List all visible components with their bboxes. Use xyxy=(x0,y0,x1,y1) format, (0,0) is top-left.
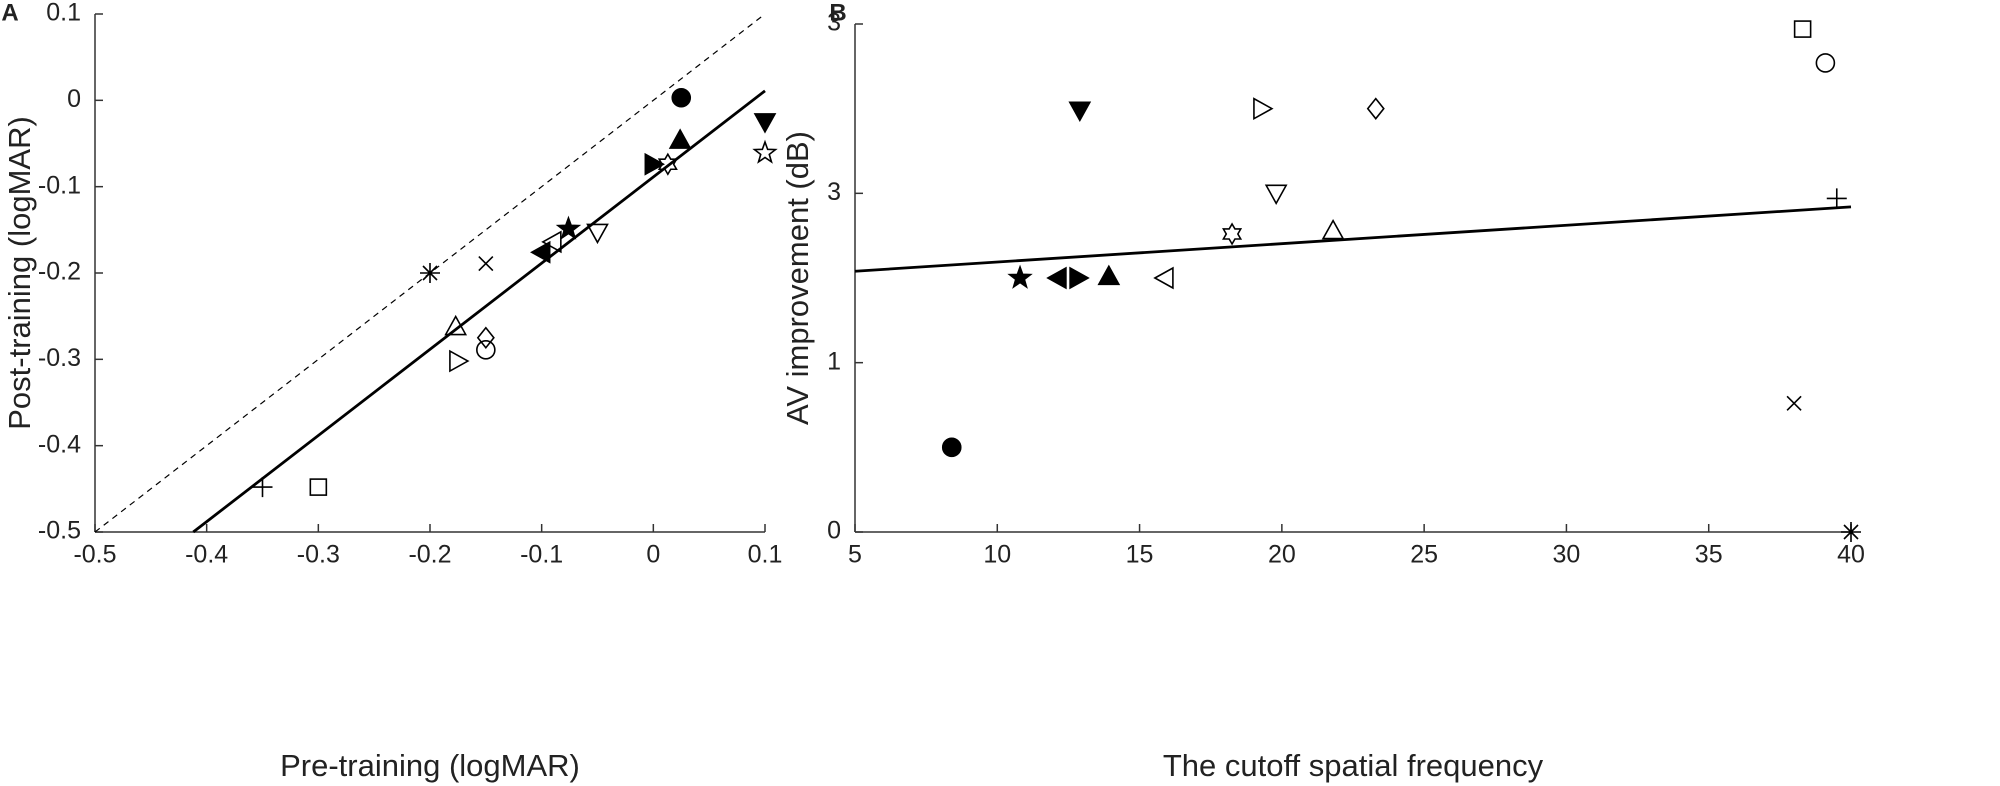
marker xyxy=(1007,264,1033,289)
x-tick-label: -0.1 xyxy=(520,541,563,569)
y-tick-label: 3 xyxy=(827,9,841,37)
y-axis-title: Post-training (logMAR) xyxy=(2,116,37,430)
marker xyxy=(752,139,778,164)
marker xyxy=(449,349,470,373)
marker xyxy=(1826,188,1847,209)
y-tick-label: -0.1 xyxy=(38,171,81,199)
x-tick-label: 40 xyxy=(1837,541,1865,569)
x-tick-label: 35 xyxy=(1695,541,1723,569)
y-tick-label: -0.3 xyxy=(38,344,81,372)
x-tick-label: -0.2 xyxy=(408,541,451,569)
x-tick-label: 0.1 xyxy=(748,541,783,569)
marker xyxy=(753,113,777,134)
marker xyxy=(1793,20,1812,38)
marker xyxy=(1321,218,1345,240)
marker xyxy=(1153,266,1174,290)
x-tick-label: 5 xyxy=(848,541,862,569)
marker xyxy=(1786,395,1802,411)
y-tick-label: -0.5 xyxy=(38,517,81,545)
marker xyxy=(1815,53,1836,73)
y-tick-label: 0.1 xyxy=(46,0,81,27)
panel-label: B xyxy=(829,0,846,26)
marker xyxy=(444,314,468,336)
panel-label: A xyxy=(1,0,18,26)
x-tick-label: 0 xyxy=(646,541,660,569)
marker xyxy=(1046,266,1067,290)
y-tick-label: 3 xyxy=(827,178,841,206)
fit-line xyxy=(192,89,766,534)
marker xyxy=(657,152,678,176)
y-tick-label: 0 xyxy=(67,85,81,113)
marker xyxy=(555,215,582,240)
x-axis-title: The cutoff spatial frequency xyxy=(1163,748,1544,783)
marker xyxy=(941,437,962,458)
marker xyxy=(668,128,692,149)
marker xyxy=(541,230,562,254)
y-axis-title: AV improvement (dB) xyxy=(780,131,815,425)
x-tick-label: -0.5 xyxy=(73,541,116,569)
marker xyxy=(671,87,692,108)
y-tick-label: 1 xyxy=(827,347,841,375)
marker xyxy=(1366,97,1385,120)
marker xyxy=(252,477,273,498)
marker xyxy=(476,326,495,350)
y-tick-label: -0.4 xyxy=(38,430,81,458)
marker xyxy=(1069,266,1090,290)
x-tick-label: -0.3 xyxy=(297,541,340,569)
marker xyxy=(1222,222,1243,246)
fit-line xyxy=(854,205,1852,273)
marker xyxy=(1253,97,1274,121)
x-tick-label: 15 xyxy=(1126,541,1154,569)
marker xyxy=(1097,264,1121,286)
x-tick-label: 25 xyxy=(1410,541,1438,569)
marker xyxy=(1264,184,1288,205)
y-tick-label: -0.2 xyxy=(38,258,81,286)
marker xyxy=(420,263,440,283)
x-axis-title: Pre-training (logMAR) xyxy=(280,748,580,783)
marker xyxy=(476,340,496,360)
marker xyxy=(478,255,494,272)
marker xyxy=(530,240,551,264)
x-tick-label: 20 xyxy=(1268,541,1296,569)
marker xyxy=(644,152,665,176)
marker xyxy=(1841,522,1861,542)
x-tick-label: 10 xyxy=(983,541,1011,569)
y-tick-label: 0 xyxy=(827,517,841,545)
x-tick-label: 30 xyxy=(1553,541,1581,569)
marker xyxy=(1068,101,1092,123)
x-tick-label: -0.4 xyxy=(185,541,228,569)
marker xyxy=(586,223,609,245)
marker xyxy=(309,478,328,496)
